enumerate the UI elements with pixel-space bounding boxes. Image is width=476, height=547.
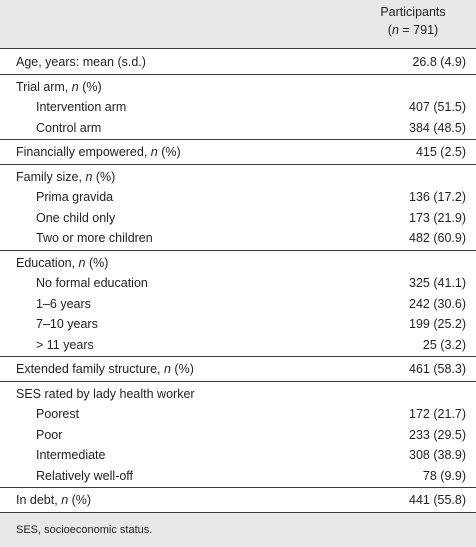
- row-label: Family size, n (%): [16, 169, 116, 184]
- row-value: 172 (21.7): [409, 407, 466, 421]
- table-row: 7–10 years 199 (25.2): [0, 314, 476, 335]
- row-label: Intermediate: [36, 448, 106, 462]
- row-label: Financially empowered, n (%): [16, 145, 181, 159]
- row-label: Poor: [36, 427, 63, 442]
- row-value: 415 (2.5): [415, 145, 466, 159]
- table-body: Age, years: mean (s.d.) 26.8 (4.9) Trial…: [0, 49, 476, 513]
- table-row: Intervention arm 407 (51.5): [0, 97, 476, 118]
- financial-group: Financially empowered, n (%) 415 (2.5): [0, 140, 476, 165]
- group-heading-row: SES rated by lady health worker: [0, 384, 476, 405]
- row-label: In debt, n (%): [16, 493, 92, 507]
- family-size-group: Family size, n (%) Prima gravida 136 (17…: [0, 165, 476, 251]
- row-value: 173 (21.9): [409, 210, 466, 225]
- table-footnote: SES, socioeconomic status.: [0, 512, 476, 547]
- row-value: 136 (17.2): [409, 190, 466, 204]
- row-value: 407 (51.5): [409, 100, 466, 114]
- table-row: No formal education 325 (41.1): [0, 273, 476, 294]
- table-row: Prima gravida 136 (17.2): [0, 187, 476, 208]
- row-value: 384 (48.5): [409, 120, 466, 135]
- row-value: 233 (29.5): [409, 427, 466, 442]
- row-value: 199 (25.2): [409, 317, 466, 331]
- row-label: 7–10 years: [36, 317, 98, 331]
- participants-column-header: Participants (n = 791): [358, 3, 468, 39]
- row-value: 26.8 (4.9): [412, 55, 466, 69]
- row-label: Age, years: mean (s.d.): [16, 55, 146, 69]
- table-row: Age, years: mean (s.d.) 26.8 (4.9): [0, 52, 476, 73]
- row-label: SES rated by lady health worker: [16, 386, 195, 401]
- group-heading-row: Family size, n (%): [0, 167, 476, 188]
- row-value: 78 (9.9): [422, 468, 466, 483]
- row-label: 1–6 years: [36, 296, 91, 311]
- extended-family-group: Extended family structure, n (%) 461 (58…: [0, 357, 476, 382]
- trial-arm-group: Trial arm, n (%) Intervention arm 407 (5…: [0, 75, 476, 140]
- row-value: 242 (30.6): [409, 296, 466, 311]
- row-label: Extended family structure, n (%): [16, 362, 194, 376]
- row-label: Trial arm, n (%): [16, 79, 102, 94]
- table-row: Relatively well-off 78 (9.9): [0, 466, 476, 487]
- row-value: 325 (41.1): [409, 276, 466, 290]
- table-row: In debt, n (%) 441 (55.8): [0, 490, 476, 511]
- row-label: Intervention arm: [36, 100, 127, 114]
- debt-group: In debt, n (%) 441 (55.8): [0, 488, 476, 513]
- table-row: Intermediate 308 (38.9): [0, 445, 476, 466]
- table-row: Two or more children 482 (60.9): [0, 228, 476, 249]
- group-heading-row: Education, n (%): [0, 253, 476, 274]
- table-row: Control arm 384 (48.5): [0, 118, 476, 139]
- row-label: Poorest: [36, 407, 80, 421]
- row-label: Prima gravida: [36, 190, 114, 204]
- row-value: 482 (60.9): [409, 231, 466, 245]
- education-group: Education, n (%) No formal education 325…: [0, 251, 476, 357]
- table-row: Extended family structure, n (%) 461 (58…: [0, 359, 476, 380]
- row-label: > 11 years: [36, 337, 94, 352]
- table-header: Participants (n = 791): [0, 0, 476, 49]
- row-value: 25 (3.2): [422, 337, 466, 352]
- table-row: Financially empowered, n (%) 415 (2.5): [0, 142, 476, 163]
- group-heading-row: Trial arm, n (%): [0, 77, 476, 98]
- row-label: One child only: [36, 210, 116, 225]
- row-label: Two or more children: [36, 231, 153, 245]
- table-row: 1–6 years 242 (30.6): [0, 294, 476, 315]
- row-label: Control arm: [36, 120, 102, 135]
- table-row: Poor 233 (29.5): [0, 425, 476, 446]
- row-value: 441 (55.8): [409, 493, 466, 507]
- row-value: 461 (58.3): [409, 362, 466, 376]
- footnote-text: SES, socioeconomic status.: [16, 523, 153, 536]
- table-row: Poorest 172 (21.7): [0, 404, 476, 425]
- table-row: > 11 years 25 (3.2): [0, 335, 476, 356]
- ses-group: SES rated by lady health worker Poorest …: [0, 382, 476, 488]
- row-value: 308 (38.9): [409, 448, 466, 462]
- row-label: Relatively well-off: [36, 468, 134, 483]
- age-group: Age, years: mean (s.d.) 26.8 (4.9): [0, 49, 476, 75]
- column-title: Participants: [380, 5, 446, 19]
- table-row: One child only 173 (21.9): [0, 208, 476, 229]
- row-label: No formal education: [36, 276, 148, 290]
- row-label: Education, n (%): [16, 255, 109, 270]
- sample-size: (n = 791): [387, 23, 439, 37]
